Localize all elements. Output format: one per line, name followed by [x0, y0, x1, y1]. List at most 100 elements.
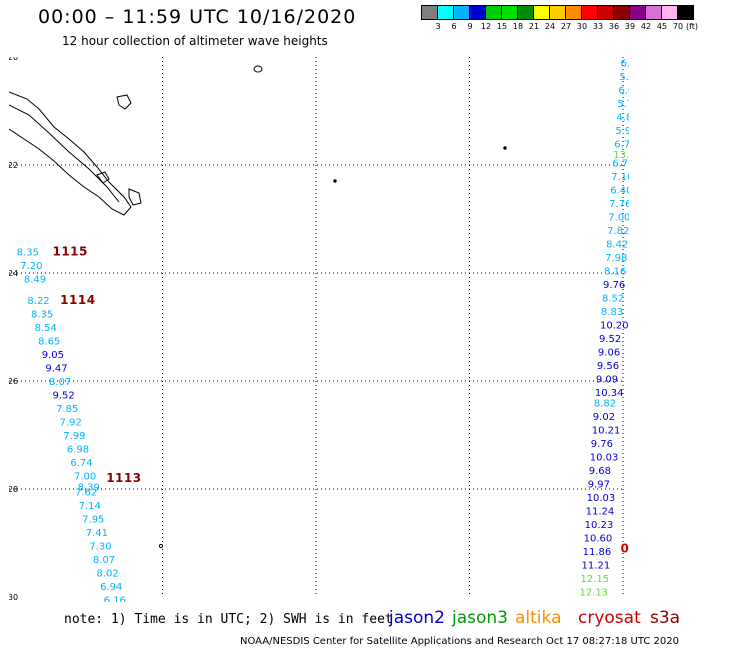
- wave-height-value: 6.94: [100, 582, 122, 593]
- scale-label: 42: [640, 22, 652, 31]
- lat-tick-label: -26: [9, 377, 18, 386]
- wave-height-value: 11.86: [583, 547, 612, 558]
- wave-height-value: 8.07: [49, 377, 71, 388]
- scale-label: 27: [560, 22, 572, 31]
- wave-height-value: 8.16: [604, 266, 626, 277]
- wave-height-map: 8.35 7.20 8.49 8.22 8.35 8.54 8.65 9.05 9.47 8.07…: [9, 57, 629, 602]
- wave-height-value: 6.60: [618, 85, 629, 96]
- wave-height-value: 8.07: [93, 555, 115, 566]
- scale-swatch: [549, 5, 566, 20]
- wave-height-value: 7.00: [74, 472, 96, 483]
- scale-swatch: [645, 5, 662, 20]
- wave-height-value: 8.82: [594, 399, 616, 410]
- scale-label: 45: [656, 22, 668, 31]
- scale-swatch: [629, 5, 646, 20]
- wave-height-value: 7.62: [75, 488, 97, 499]
- wave-height-value: 8.35: [17, 247, 39, 258]
- scale-label: 70: [672, 22, 684, 31]
- wave-height-value: 7.30: [89, 542, 111, 553]
- scale-swatch: [453, 5, 470, 20]
- wave-height-value: 8.39: [78, 482, 100, 493]
- scale-swatch: [613, 5, 630, 20]
- wave-height-value: 10.34: [595, 388, 624, 399]
- scale-label: 21: [528, 22, 540, 31]
- scale-swatch: [565, 5, 582, 20]
- wave-height-value: 8.35: [31, 310, 53, 321]
- wave-height-value: 10.03: [587, 493, 616, 504]
- lat-tick-label: -30: [9, 593, 18, 602]
- wave-height-value: 7.20: [20, 261, 42, 272]
- scale-swatch: [533, 5, 550, 20]
- scale-label: 24: [544, 22, 556, 31]
- wave-height-value: 4.83: [616, 112, 629, 123]
- wave-height-value: 8.54: [35, 323, 57, 334]
- wave-height-value: 13.29: [613, 150, 629, 161]
- legend-jason2: jason2: [389, 608, 445, 628]
- wave-height-value: 6.72: [614, 139, 629, 150]
- wave-height-value: 5.96: [615, 126, 629, 137]
- wave-height-value: 11.58: [578, 601, 607, 602]
- scale-swatch: [517, 5, 534, 20]
- wave-height-value: 10.60: [584, 534, 613, 545]
- wave-height-points: 8.35 7.20 8.49 8.22 8.35 8.54 8.65 9.05 9.47 8.07…: [17, 58, 629, 602]
- isle-of-pines: [96, 171, 110, 184]
- scale-label: 3: [435, 22, 441, 31]
- wave-height-value: 7.10: [611, 172, 629, 183]
- wave-height-value: 9.76: [603, 280, 625, 291]
- scale-label: (ft): [685, 22, 699, 31]
- wave-height-value: 11.21: [582, 561, 611, 572]
- wave-height-value: 6.74: [70, 458, 92, 469]
- lat-tick-label: -28: [9, 485, 18, 494]
- legend-altika: altika: [515, 608, 562, 628]
- wave-height-value: 7.99: [63, 431, 85, 442]
- scale-label: 18: [512, 22, 524, 31]
- scale-swatch: [421, 5, 438, 20]
- scale-label: 15: [496, 22, 508, 31]
- scale-swatch: [469, 5, 486, 20]
- wave-height-value: 7.95: [82, 515, 104, 526]
- wave-height-value: 9.02: [593, 412, 615, 423]
- new-caledonia-outline: [9, 91, 132, 216]
- wave-height-value: 6.40: [610, 185, 629, 196]
- credit-line: NOAA/NESDIS Center for Satellite Applica…: [240, 636, 679, 647]
- scale-swatch: [485, 5, 502, 20]
- wave-height-value: 7.98: [605, 253, 627, 264]
- scale-swatch: [597, 5, 614, 20]
- wave-height-value: 9.97: [588, 480, 610, 491]
- scale-label: 39: [624, 22, 636, 31]
- scale-swatch: [677, 5, 694, 20]
- lat-tick-label: -22: [9, 161, 18, 170]
- pass-time-label: 1113: [106, 471, 141, 485]
- wave-height-value: 9.05: [42, 350, 64, 361]
- legend-s3a: s3a: [650, 608, 681, 628]
- wave-height-value: 12.15: [581, 574, 610, 585]
- units-note: note: 1) Time is in UTC; 2) SWH is in fe…: [64, 612, 393, 627]
- wave-height-value: 6.39: [620, 58, 629, 69]
- lat-tick-label: -20: [9, 57, 18, 62]
- scale-label: 6: [451, 22, 457, 31]
- wave-height-value: 8.83: [601, 307, 623, 318]
- coastline: [9, 65, 507, 549]
- wave-height-value: 8.49: [24, 274, 46, 285]
- loyalty-island-2: [128, 188, 142, 206]
- map-subtitle: 12 hour collection of altimeter wave hei…: [62, 34, 328, 48]
- wave-height-value: 9.52: [599, 334, 621, 345]
- walpole-island: [253, 65, 263, 73]
- legend-jason3: jason3: [452, 608, 508, 628]
- wave-height-value: 7.76: [609, 199, 629, 210]
- wave-height-value: 8.42: [606, 239, 628, 250]
- wave-height-value: 8.22: [27, 296, 49, 307]
- wave-height-value: 5.52: [619, 72, 629, 83]
- wave-height-value: 9.09: [596, 374, 618, 385]
- pass-time-labels: 1115111411130736073707380739: [52, 244, 629, 555]
- pass-time-label: 1115: [52, 244, 87, 258]
- wave-height-value: 12.13: [580, 588, 609, 599]
- wave-height-value: 7.92: [60, 418, 82, 429]
- wave-height-value: 6.16: [104, 596, 126, 602]
- color-scale-bar: [421, 5, 694, 20]
- wave-height-value: 9.68: [589, 466, 611, 477]
- loyalty-island-1: [116, 94, 132, 110]
- scale-label: 36: [608, 22, 620, 31]
- wave-height-value: 9.52: [52, 391, 74, 402]
- wave-height-value: 9.47: [45, 364, 67, 375]
